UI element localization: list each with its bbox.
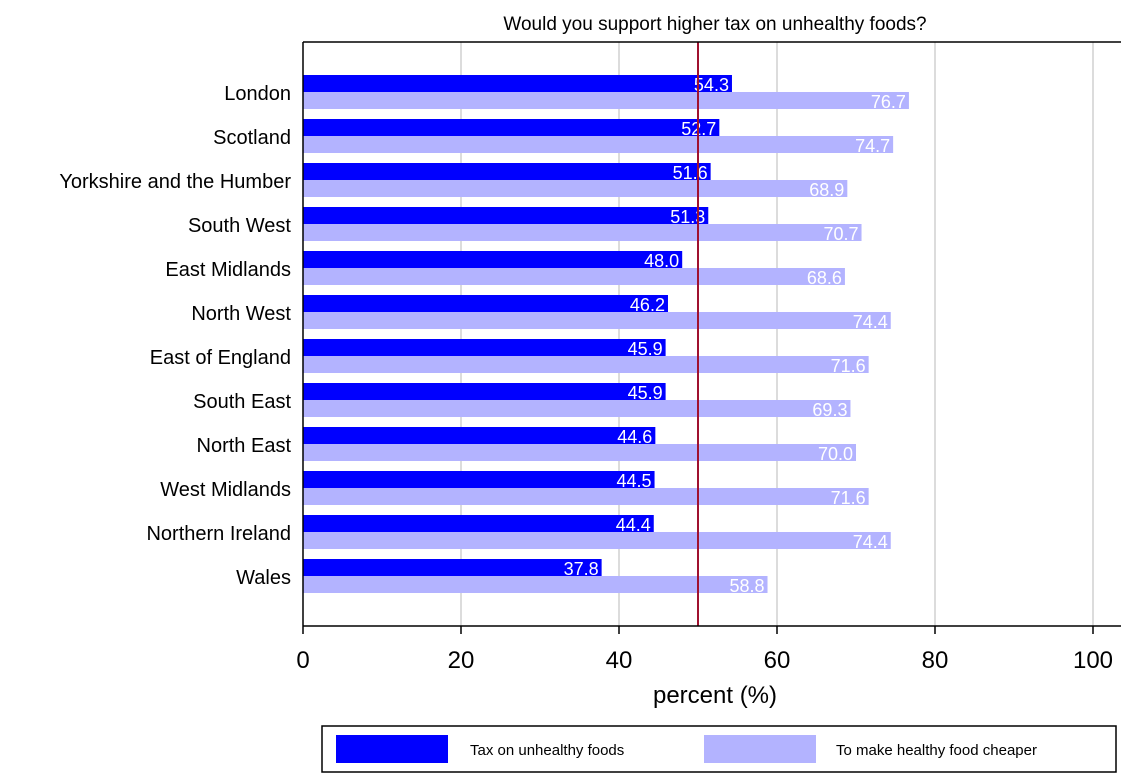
value-label: 68.9 [809,180,844,200]
category-label: London [224,83,291,105]
category-label: West Midlands [160,479,291,501]
bar [303,471,655,488]
value-label: 48.0 [644,251,679,271]
tick-label: 100 [1073,647,1113,674]
tick-label: 0 [296,647,309,674]
value-label: 46.2 [630,295,665,315]
bar [303,427,656,444]
bar [303,444,856,461]
value-label: 74.7 [855,136,890,156]
category-label: East of England [150,347,291,369]
value-labels: 54.376.752.774.751.668.951.370.748.068.6… [564,75,906,596]
bar [303,224,862,241]
bar [303,180,848,197]
bars [303,75,909,593]
value-label: 54.3 [694,75,729,95]
category-label: South East [193,391,291,413]
bar [303,532,891,549]
value-label: 51.3 [670,207,705,227]
category-label: Scotland [213,127,291,149]
bar [303,207,709,224]
bar [303,383,666,400]
legend-label: Tax on unhealthy foods [470,742,624,759]
category-label: Wales [236,567,291,589]
value-label: 76.7 [871,92,906,112]
legend-swatch [336,735,448,763]
bar [303,400,851,417]
category-label: North West [191,303,291,325]
chart-title: Would you support higher tax on unhealth… [503,14,926,35]
category-labels: London Scotland Yorkshire and the Humber So… [59,83,291,589]
value-label: 71.6 [831,356,866,376]
tick-label: 80 [922,647,949,674]
category-label: Northern Ireland [146,523,291,545]
bar [303,339,666,356]
value-label: 74.4 [853,312,888,332]
x-axis-label: percent (%) [653,682,777,709]
value-label: 71.6 [831,488,866,508]
bar [303,163,711,180]
value-label: 37.8 [564,559,599,579]
value-label: 70.0 [818,444,853,464]
bar [303,356,869,373]
tick-label: 40 [606,647,633,674]
bar [303,488,869,505]
tick-label: 60 [764,647,791,674]
category-label: South West [188,215,291,237]
category-label: East Midlands [165,259,291,281]
value-label: 44.4 [616,515,651,535]
value-label: 51.6 [673,163,708,183]
category-label: Yorkshire and the Humber [59,171,291,193]
value-label: 58.8 [729,576,764,596]
bar [303,295,668,312]
value-label: 68.6 [807,268,842,288]
bar [303,75,732,92]
bar [303,312,891,329]
bar [303,559,602,576]
value-label: 70.7 [823,224,858,244]
bar [303,136,894,153]
tick-labels: 0 20 40 60 80 100 [296,647,1113,674]
bar [303,576,768,593]
value-label: 44.6 [617,427,652,447]
bar [303,92,909,109]
value-label: 69.3 [812,400,847,420]
value-label: 74.4 [853,532,888,552]
axes [302,41,1121,634]
legend: Tax on unhealthy foods To make healthy fo… [321,725,1117,773]
bar [303,515,654,532]
bar [303,119,720,136]
bar [303,268,845,285]
tick-label: 20 [448,647,475,674]
value-label: 44.5 [617,471,652,491]
value-label: 45.9 [628,339,663,359]
value-label: 45.9 [628,383,663,403]
bar [303,251,683,268]
category-label: North East [197,435,292,457]
legend-swatch [704,735,816,763]
legend-label: To make healthy food cheaper [836,742,1037,759]
